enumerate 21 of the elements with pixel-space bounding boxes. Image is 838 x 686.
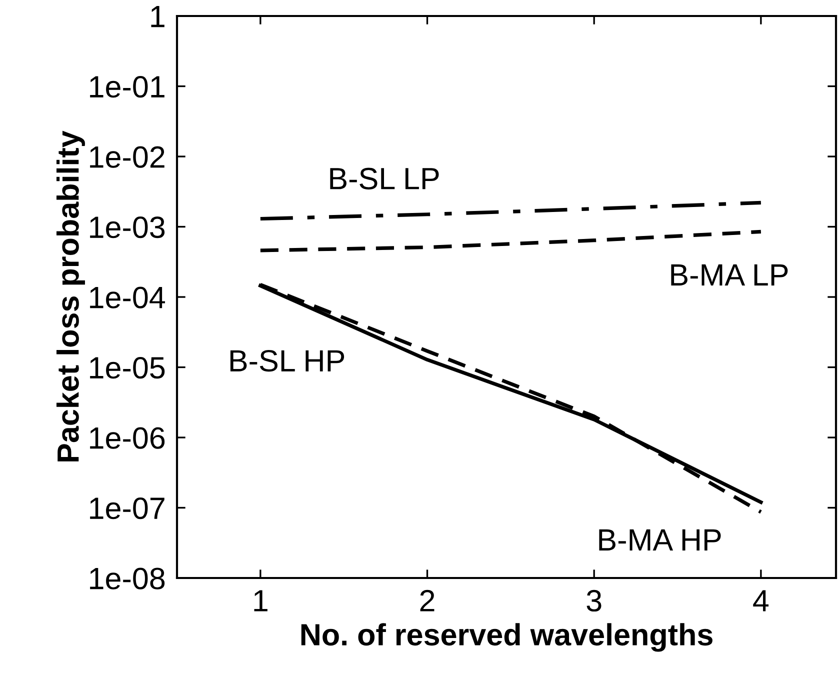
series-label: B-SL LP — [330, 168, 439, 190]
y-tick-label: 1e-05 — [90, 356, 165, 379]
x-tick-label: 2 — [420, 590, 434, 612]
x-axis-title: No. of reserved wavelengths — [301, 623, 712, 652]
y-tick-label: 1e-04 — [90, 286, 166, 308]
series-label: B-SL HP — [230, 350, 344, 372]
y-tick-label: 1e-02 — [90, 146, 164, 168]
series-label: B-MA LP — [671, 264, 788, 286]
y-tick-label: 1e-06 — [90, 427, 165, 449]
line-series — [258, 200, 763, 221]
x-tick-label: 1 — [254, 590, 268, 612]
y-axis-title: Packet loss probability — [56, 130, 85, 462]
series-label: B-MA HP — [599, 529, 721, 550]
y-tick-label: 1 — [151, 6, 164, 28]
x-tick-label: 3 — [586, 590, 602, 612]
x-tick-label: 4 — [753, 590, 769, 612]
y-tick-label: 1e-01 — [90, 76, 164, 98]
y-tick-label: 1e-07 — [90, 497, 164, 520]
y-tick-label: 1e-03 — [90, 216, 165, 238]
y-tick-label: 1e-08 — [90, 568, 165, 590]
line-series — [258, 230, 763, 252]
